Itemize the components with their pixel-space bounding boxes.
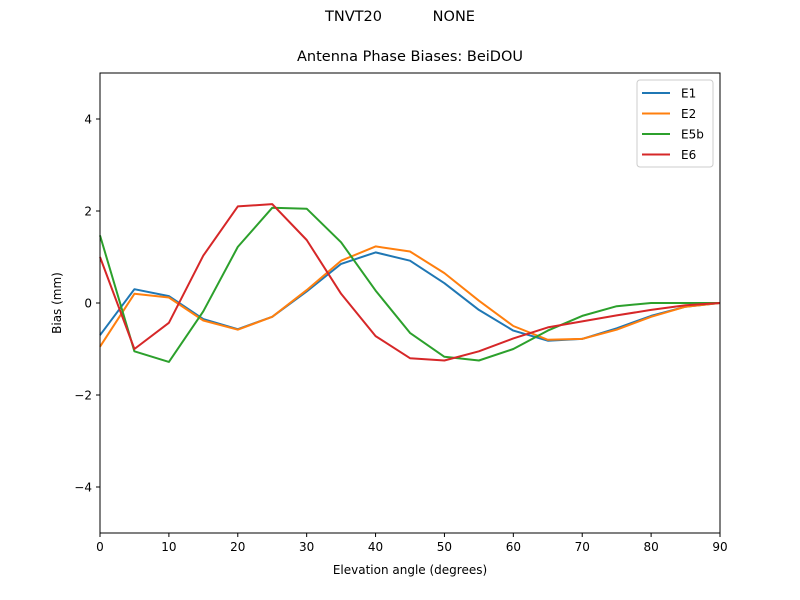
y-tick-label: 4 bbox=[84, 113, 92, 127]
y-axis-label: Bias (mm) bbox=[50, 272, 64, 334]
y-tick-label: −4 bbox=[74, 481, 92, 495]
x-tick-label: 40 bbox=[368, 540, 383, 554]
series-line-e6 bbox=[99, 203, 721, 362]
series-line-e5b bbox=[99, 206, 720, 363]
x-axis-label: Elevation angle (degrees) bbox=[333, 563, 487, 577]
x-tick-label: 80 bbox=[643, 540, 658, 554]
series-line-e2 bbox=[99, 245, 721, 348]
x-tick-label: 60 bbox=[506, 540, 521, 554]
x-tick-label: 30 bbox=[299, 540, 314, 554]
legend-label-e5b: E5b bbox=[681, 128, 704, 142]
y-tick-label: 2 bbox=[84, 205, 92, 219]
y-tick-label: −2 bbox=[74, 389, 92, 403]
legend-label-e1: E1 bbox=[681, 87, 696, 101]
x-tick-label: 20 bbox=[230, 540, 245, 554]
legend-box bbox=[636, 79, 714, 168]
y-tick-label: 0 bbox=[84, 297, 92, 311]
x-tick-label: 90 bbox=[712, 540, 727, 554]
x-tick-label: 70 bbox=[575, 540, 590, 554]
x-tick-label: 0 bbox=[96, 540, 104, 554]
figure-suptitle: TNVT20 NONE bbox=[325, 9, 475, 25]
x-axis-ticks: 0 10 20 30 40 50 60 70 80 90 bbox=[96, 533, 728, 554]
legend: E1 E2 E5b E6 bbox=[636, 79, 714, 168]
y-axis-ticks: −4 −2 0 2 4 bbox=[74, 113, 100, 495]
x-tick-label: 50 bbox=[437, 540, 452, 554]
plot-lines bbox=[99, 203, 721, 363]
legend-label-e6: E6 bbox=[681, 148, 696, 162]
legend-label-e2: E2 bbox=[681, 107, 696, 121]
chart-title: Antenna Phase Biases: BeiDOU bbox=[297, 49, 523, 65]
x-tick-label: 10 bbox=[161, 540, 176, 554]
plot-frame bbox=[99, 72, 721, 534]
series-line-e1 bbox=[99, 251, 721, 342]
